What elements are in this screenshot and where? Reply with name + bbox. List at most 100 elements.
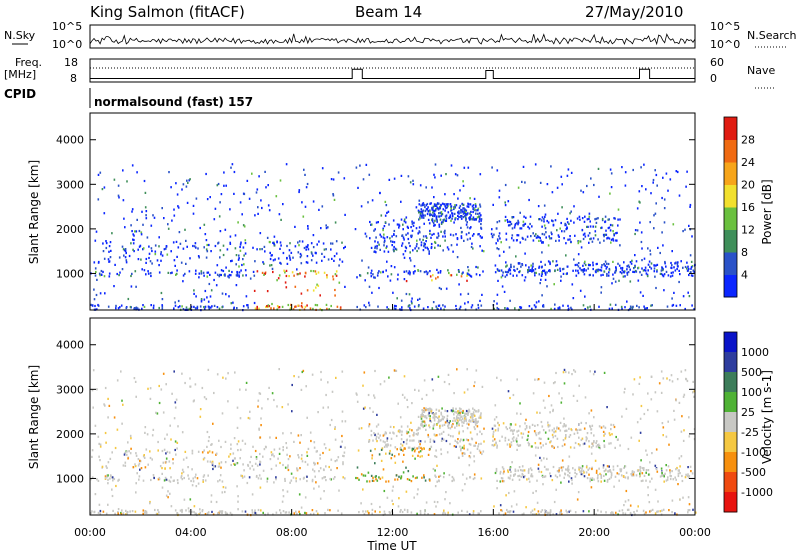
range-gate-cell [583, 232, 586, 235]
range-gate-cell [590, 428, 593, 431]
range-gate-cell [241, 474, 243, 478]
range-gate-cell [466, 226, 469, 229]
range-gate-cell [118, 256, 121, 259]
range-gate-cell [279, 241, 282, 244]
range-gate-cell [443, 472, 445, 475]
x-tick-label: 20:00 [578, 526, 610, 539]
range-gate-cell [671, 499, 674, 502]
range-gate-cell [310, 242, 313, 245]
range-gate-cell [536, 501, 539, 504]
range-gate-cell [154, 244, 157, 247]
range-gate-cell [307, 227, 309, 230]
range-gate-cell [197, 247, 199, 250]
range-gate-cell [400, 218, 403, 221]
range-gate-cell [515, 437, 518, 440]
range-gate-cell [113, 178, 116, 181]
range-gate-cell [435, 216, 438, 219]
colorbar-swatch [724, 117, 737, 140]
range-gate-cell [243, 254, 245, 257]
range-gate-cell [385, 480, 387, 483]
range-gate-cell [443, 232, 446, 235]
range-gate-cell [380, 448, 383, 451]
range-gate-cell [197, 450, 200, 453]
range-gate-cell [594, 230, 597, 233]
range-gate-cell [191, 510, 193, 513]
range-gate-cell [109, 256, 112, 259]
range-gate-cell [513, 268, 515, 272]
range-gate-cell [675, 468, 677, 471]
range-gate-cell [174, 401, 177, 404]
range-gate-cell [378, 270, 380, 273]
range-gate-cell [144, 426, 147, 429]
range-gate-cell [522, 474, 524, 477]
range-gate-cell [509, 272, 512, 275]
range-gate-cell [97, 198, 100, 201]
range-gate-cell [662, 508, 665, 511]
range-gate-cell [608, 477, 611, 480]
range-gate-cell [535, 236, 538, 239]
range-gate-cell [546, 219, 548, 223]
range-gate-cell [538, 437, 541, 440]
range-gate-cell [143, 305, 146, 308]
range-gate-cell [612, 423, 615, 427]
range-gate-cell [332, 194, 335, 197]
range-gate-cell [417, 454, 419, 457]
range-gate-cell [559, 267, 561, 270]
range-gate-cell [607, 274, 610, 277]
range-gate-cell [402, 441, 405, 444]
range-gate-cell [175, 240, 178, 243]
range-gate-cell [144, 206, 147, 209]
range-gate-cell [616, 231, 618, 234]
range-gate-cell [375, 435, 378, 438]
range-gate-cell [498, 232, 501, 235]
range-gate-cell [410, 480, 413, 483]
range-gate-cell [549, 262, 551, 266]
range-gate-cell [499, 504, 502, 507]
range-gate-cell [528, 444, 530, 447]
range-gate-cell [531, 225, 533, 228]
range-gate-cell [438, 475, 440, 478]
range-gate-cell [238, 254, 240, 257]
range-gate-cell [284, 466, 287, 469]
range-gate-cell [442, 476, 445, 479]
range-gate-cell [666, 478, 669, 481]
range-gate-cell [369, 220, 371, 224]
range-gate-cell [100, 273, 103, 276]
range-gate-cell [96, 478, 98, 481]
range-gate-cell [550, 404, 553, 407]
range-gate-cell [519, 211, 521, 214]
range-gate-cell [191, 468, 193, 471]
range-gate-cell [107, 482, 109, 485]
range-gate-cell [430, 242, 433, 246]
range-gate-cell [111, 232, 113, 235]
range-gate-cell [560, 401, 563, 404]
range-gate-cell [455, 411, 457, 414]
range-gate-cell [656, 270, 658, 273]
range-gate-cell [135, 452, 137, 455]
range-gate-cell [482, 270, 484, 273]
range-gate-cell [474, 381, 476, 384]
range-gate-cell [505, 265, 507, 268]
range-gate-cell [559, 429, 562, 432]
range-gate-cell [266, 236, 269, 239]
range-gate-cell [109, 457, 112, 460]
range-gate-cell [111, 476, 114, 479]
range-gate-cell [462, 212, 465, 215]
range-gate-cell [450, 207, 452, 210]
range-gate-cell [619, 271, 622, 274]
range-gate-cell [301, 306, 304, 309]
range-gate-cell [337, 456, 340, 459]
range-gate-cell [242, 305, 245, 308]
range-gate-cell [665, 464, 667, 467]
range-gate-cell [211, 305, 213, 308]
range-gate-cell [276, 279, 278, 282]
range-gate-cell [237, 508, 239, 511]
range-gate-cell [643, 269, 646, 272]
range-gate-cell [326, 276, 328, 279]
range-gate-cell [246, 481, 249, 485]
range-gate-cell [591, 478, 593, 481]
range-gate-cell [229, 208, 231, 211]
range-gate-cell [453, 413, 455, 416]
range-gate-cell [105, 242, 108, 245]
range-gate-cell [497, 422, 499, 425]
